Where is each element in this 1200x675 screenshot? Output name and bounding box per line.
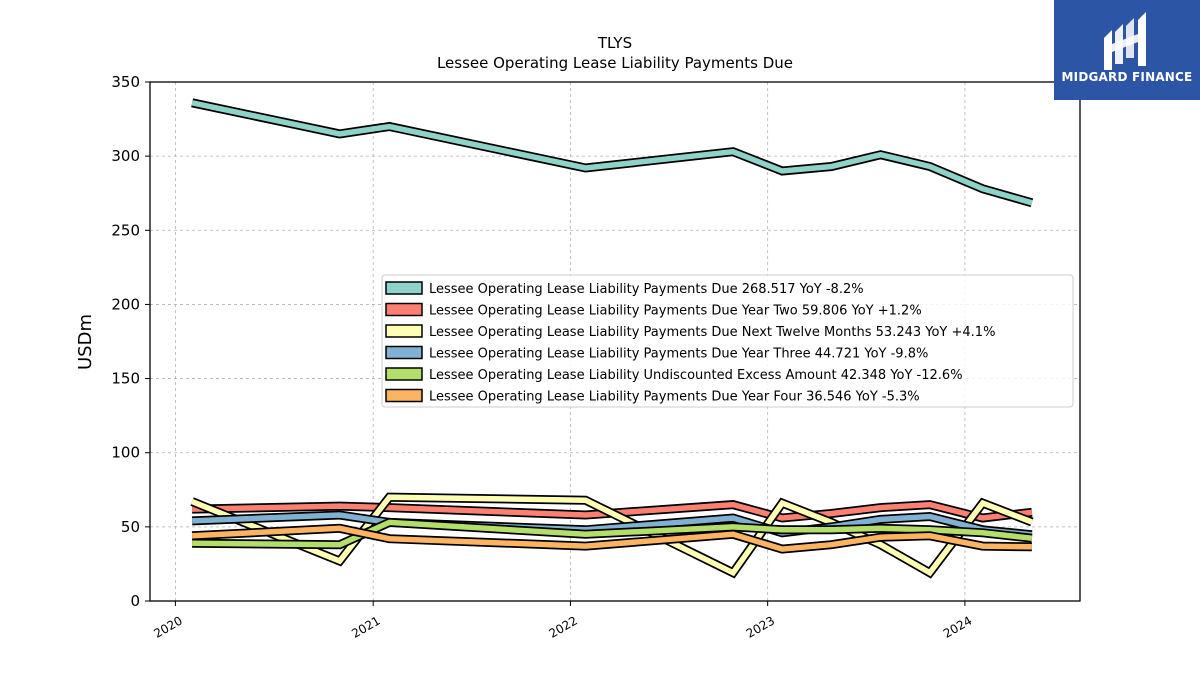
brand-name: MIDGARD FINANCE <box>1061 70 1193 84</box>
legend-swatch <box>385 281 423 295</box>
series-line <box>192 517 1033 550</box>
series-line-fill <box>191 525 1032 552</box>
y-tick-label: 50 <box>121 518 140 536</box>
x-ticks: 2020 2021 2022 2023 2024 <box>151 601 974 641</box>
series-line <box>191 98 1034 208</box>
legend-entry: Lessee Operating Lease Liability Payment… <box>429 390 920 405</box>
legend-swatch <box>385 302 423 317</box>
series-layer <box>190 98 1034 579</box>
y-tick-label: 0 <box>130 592 140 610</box>
y-tick-label: 250 <box>111 221 140 239</box>
y-tick-label: 300 <box>111 147 140 165</box>
legend-entry: Lessee Operating Lease Liability Payment… <box>429 325 995 340</box>
legend-entry: Lessee Operating Lease Liability Payment… <box>429 304 922 319</box>
chart-subtitle: Lessee Operating Lease Liability Payment… <box>437 54 793 72</box>
y-tick-label: 100 <box>111 444 140 462</box>
plot-frame <box>149 81 1081 602</box>
series-line <box>191 523 1032 554</box>
x-tick-label: 2021 <box>349 613 382 640</box>
legend-entry: Lessee Operating Lease Liability Payment… <box>429 282 864 297</box>
legend-box <box>381 274 1074 408</box>
chart-title: TLYS <box>597 34 632 52</box>
legend: Lessee Operating Lease Liability Payment… <box>381 274 1074 408</box>
y-ticks: 0 50 100 150 200 250 300 350 <box>111 73 150 610</box>
y-tick-label: 200 <box>111 295 140 313</box>
series-line <box>192 500 1033 523</box>
series-line-fill <box>192 519 1033 548</box>
x-tick-label: 2024 <box>941 613 974 640</box>
series-line-fill <box>192 501 1033 521</box>
y-tick-label: 150 <box>111 370 140 388</box>
legend-entry: Lessee Operating Lease Liability Undisco… <box>429 368 963 383</box>
x-tick-label: 2020 <box>151 613 184 640</box>
legend-swatch <box>385 367 423 381</box>
brand-logo: MIDGARD FINANCE <box>1054 0 1200 100</box>
legend-swatch <box>385 324 423 338</box>
y-axis-label: USDm <box>75 314 96 370</box>
legend-swatch <box>385 388 423 403</box>
x-tick-label: 2023 <box>744 613 777 640</box>
legend-entry: Lessee Operating Lease Liability Payment… <box>429 347 928 362</box>
brand-mark-icon <box>1104 12 1146 70</box>
series-line-outline <box>191 98 1034 208</box>
y-tick-label: 350 <box>111 73 140 91</box>
x-tick-label: 2022 <box>546 613 579 640</box>
series-line-fill <box>191 100 1033 206</box>
legend-swatch <box>385 345 423 360</box>
